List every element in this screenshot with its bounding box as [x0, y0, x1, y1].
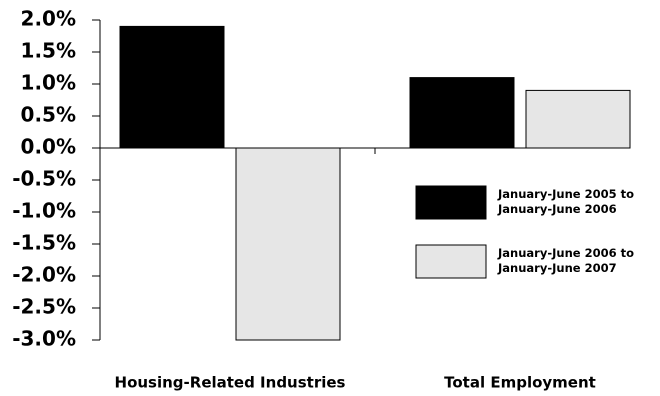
legend-label: January-June 2005 to January-June 2006 [498, 187, 634, 216]
y-tick-label: -0.5% [12, 167, 76, 191]
y-tick-label: 2.0% [21, 7, 76, 31]
y-tick-label: 0.5% [21, 103, 76, 127]
y-tick-label: -2.0% [12, 263, 76, 287]
bar [409, 77, 515, 149]
x-tick-label: Total Employment [444, 374, 596, 392]
y-tick-label: -1.0% [12, 199, 76, 223]
legend-label: January-June 2006 to January-June 2007 [498, 246, 634, 275]
y-tick-label: -2.5% [12, 295, 76, 319]
y-tick-label: 1.0% [21, 71, 76, 95]
x-tick-label: Housing-Related Industries [115, 374, 346, 392]
y-tick-label: 0.0% [21, 135, 76, 159]
y-tick-label: 1.5% [21, 39, 76, 63]
bar [525, 89, 631, 149]
y-tick-label: -1.5% [12, 231, 76, 255]
bar [235, 147, 341, 341]
legend-swatch [415, 244, 487, 279]
bar [119, 25, 225, 149]
y-tick-label: -3.0% [12, 327, 76, 351]
legend-swatch [415, 185, 487, 220]
